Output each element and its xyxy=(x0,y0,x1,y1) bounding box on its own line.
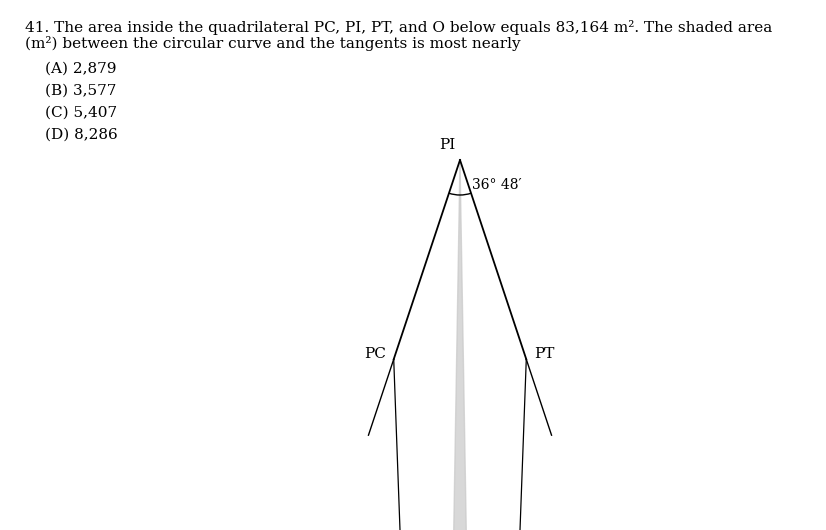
Text: (A) 2,879: (A) 2,879 xyxy=(45,62,116,76)
Text: (D) 8,286: (D) 8,286 xyxy=(45,128,118,142)
Text: PT: PT xyxy=(534,347,555,361)
Text: (B) 3,577: (B) 3,577 xyxy=(45,84,116,98)
Polygon shape xyxy=(437,160,483,530)
Text: PC: PC xyxy=(363,347,386,361)
Text: (m²) between the circular curve and the tangents is most nearly: (m²) between the circular curve and the … xyxy=(25,36,520,51)
Text: PI: PI xyxy=(439,138,455,152)
Text: (C) 5,407: (C) 5,407 xyxy=(45,106,117,120)
Text: 41. The area inside the quadrilateral PC, PI, PT, and O below equals 83,164 m². : 41. The area inside the quadrilateral PC… xyxy=(25,20,772,35)
Text: 36° 48′: 36° 48′ xyxy=(472,178,522,192)
